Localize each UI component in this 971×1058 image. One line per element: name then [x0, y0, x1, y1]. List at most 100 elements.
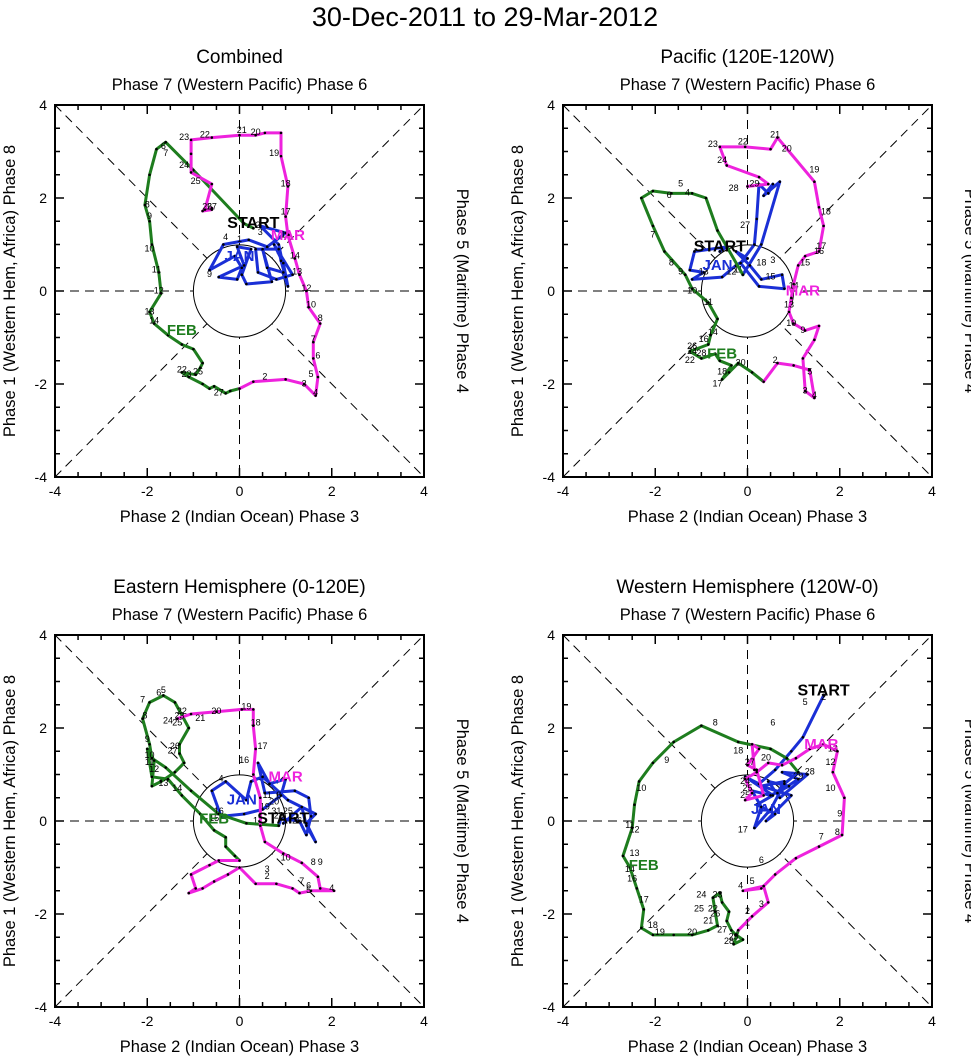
day-label: 12	[301, 283, 311, 293]
data-point	[801, 736, 805, 739]
data-point	[683, 273, 687, 277]
data-point	[212, 829, 216, 832]
day-label: 24	[687, 346, 697, 356]
data-point	[766, 901, 770, 904]
day-label: 29	[729, 932, 739, 942]
data-point	[702, 271, 705, 274]
data-point	[690, 278, 694, 281]
bottom-axis-label: Phase 2 (Indian Ocean) Phase 3	[120, 1038, 359, 1056]
day-label: 3	[759, 899, 764, 909]
x-tick-label: 0	[236, 483, 244, 499]
data-point	[279, 259, 283, 263]
day-label: 12	[726, 267, 736, 277]
x-tick-label: 0	[236, 1013, 244, 1029]
data-point	[282, 261, 285, 265]
data-point	[263, 840, 267, 844]
data-point	[233, 254, 237, 258]
data-point	[261, 247, 264, 251]
data-point	[716, 229, 719, 232]
top-axis-label: Phase 7 (Western Pacific) Phase 6	[112, 606, 368, 624]
data-point	[217, 275, 221, 279]
month-label-feb: FEB	[167, 322, 197, 339]
x-tick-label: -4	[557, 483, 570, 499]
month-label-mar: MAR	[269, 768, 303, 785]
data-point	[240, 708, 244, 711]
day-label: 27	[168, 746, 178, 756]
data-point	[249, 247, 253, 251]
data-point	[279, 131, 283, 135]
day-label: 17	[258, 741, 268, 751]
y-tick-label: 2	[547, 720, 555, 736]
x-tick-label: 4	[928, 483, 936, 499]
x-tick-label: 2	[836, 1013, 844, 1029]
day-label: 4	[738, 880, 743, 890]
day-label: 28	[805, 767, 815, 777]
month-label-feb: FEB	[629, 857, 659, 874]
data-point	[746, 257, 749, 260]
data-point	[760, 887, 763, 890]
data-point	[182, 761, 186, 765]
data-point	[753, 826, 756, 830]
data-point	[254, 882, 257, 886]
day-label: 3	[770, 255, 775, 265]
data-point	[150, 243, 154, 246]
data-point	[769, 808, 772, 811]
day-label: 21	[770, 130, 780, 140]
day-label: 16	[699, 334, 709, 344]
data-point	[706, 928, 710, 932]
series-line-mar	[718, 136, 826, 400]
data-point	[238, 859, 241, 862]
data-point	[760, 278, 763, 281]
data-point	[175, 717, 179, 720]
day-label: 24	[740, 776, 750, 786]
day-label: 17	[281, 206, 291, 216]
data-point	[640, 196, 643, 200]
data-point	[688, 268, 692, 272]
right-axis-label: Phase 5 (Maritime) Phase 4	[453, 719, 471, 924]
data-point	[298, 891, 301, 895]
data-point	[792, 322, 795, 325]
data-point	[769, 147, 772, 151]
day-label: 8	[276, 790, 281, 800]
data-point	[727, 910, 731, 913]
data-point	[254, 247, 257, 251]
day-label: 18	[251, 718, 261, 728]
data-point	[332, 889, 336, 893]
day-label: 10	[281, 853, 291, 863]
data-point	[762, 380, 765, 383]
data-point	[753, 768, 756, 772]
data-point	[663, 250, 666, 253]
day-label: 9	[318, 857, 323, 867]
x-tick-label: 0	[744, 483, 752, 499]
data-point	[776, 791, 779, 795]
data-point	[189, 789, 193, 793]
day-label: 19	[241, 701, 251, 711]
day-label: 7	[140, 694, 145, 704]
data-point	[238, 387, 241, 390]
data-point	[783, 287, 786, 290]
day-label: 19	[809, 164, 819, 174]
day-label: 3	[258, 227, 263, 237]
data-point	[245, 798, 248, 802]
data-point	[630, 826, 634, 830]
data-point	[633, 803, 636, 807]
start-label: START	[227, 215, 279, 232]
data-point	[757, 175, 761, 179]
figure-title: 30-Dec-2011 to 29-Mar-2012	[312, 2, 658, 32]
x-tick-label: -4	[49, 483, 62, 499]
data-point	[314, 812, 317, 816]
data-point	[318, 322, 322, 325]
day-label: 15	[766, 271, 776, 281]
data-point	[316, 375, 320, 379]
day-label: 7	[819, 832, 824, 842]
y-tick-label: -4	[35, 999, 48, 1015]
data-point	[734, 933, 738, 937]
data-point	[817, 250, 821, 253]
month-label-jan: JAN	[703, 257, 733, 274]
data-point	[305, 822, 308, 825]
data-point	[746, 763, 749, 767]
left-axis-label: Phase 1 (Western Hem, Africa) Phase 8	[1, 675, 19, 967]
data-point	[240, 273, 244, 277]
data-point	[817, 845, 821, 848]
